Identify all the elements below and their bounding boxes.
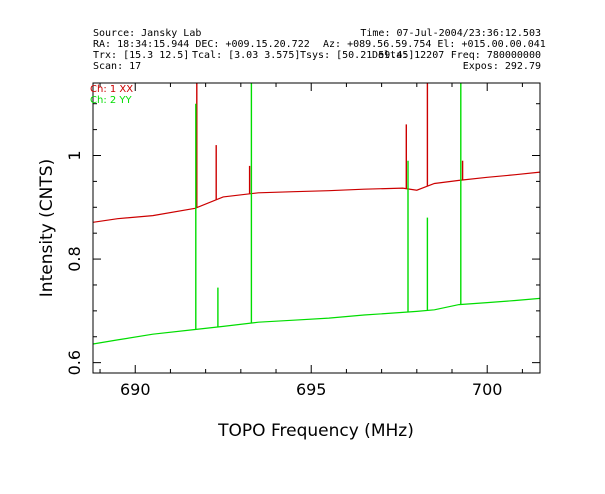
legend-ch2: Ch: 2 YY (90, 95, 133, 106)
y-tick-label: 0.8 (65, 246, 84, 271)
x-tick-label: 690 (120, 380, 151, 399)
header-delta: Delta: 12207 (372, 50, 445, 61)
header-radec: RA: 18:34:15.944 DEC: +009.15.20.722 (93, 39, 310, 50)
header-azel: Az: +089.56.59.754 El: +015.00.00.041 (323, 39, 546, 50)
header-time: Time: 07-Jul-2004/23:36:12.503 (360, 28, 541, 39)
x-tick-label: 700 (472, 380, 503, 399)
series-1-line (92, 171, 541, 223)
x-axis-label: TOPO Frequency (MHz) (217, 421, 414, 441)
legend-ch1: Ch: 1 XX (90, 84, 133, 95)
header-scan: Scan: 17 (93, 61, 142, 72)
series-2-line (92, 297, 541, 345)
header-tcal: Tcal: [3.03 3.575] (192, 50, 301, 61)
header-source: Source: Jansky Lab (93, 28, 202, 39)
y-tick-label: 0.6 (65, 350, 84, 375)
y-axis-label: Intensity (CNTS) (37, 159, 57, 297)
header-expos: Expos: 292.79 (462, 61, 541, 72)
y-tick-label: 1 (65, 150, 84, 160)
header-trx: Trx: [15.3 12.5] (93, 50, 190, 61)
plot-frame (92, 82, 541, 374)
header-tsys: Tsys: [50.21 59.45] (300, 50, 415, 61)
x-tick-label: 695 (296, 380, 327, 399)
header-freq: Freq: 780000000 (450, 50, 541, 61)
